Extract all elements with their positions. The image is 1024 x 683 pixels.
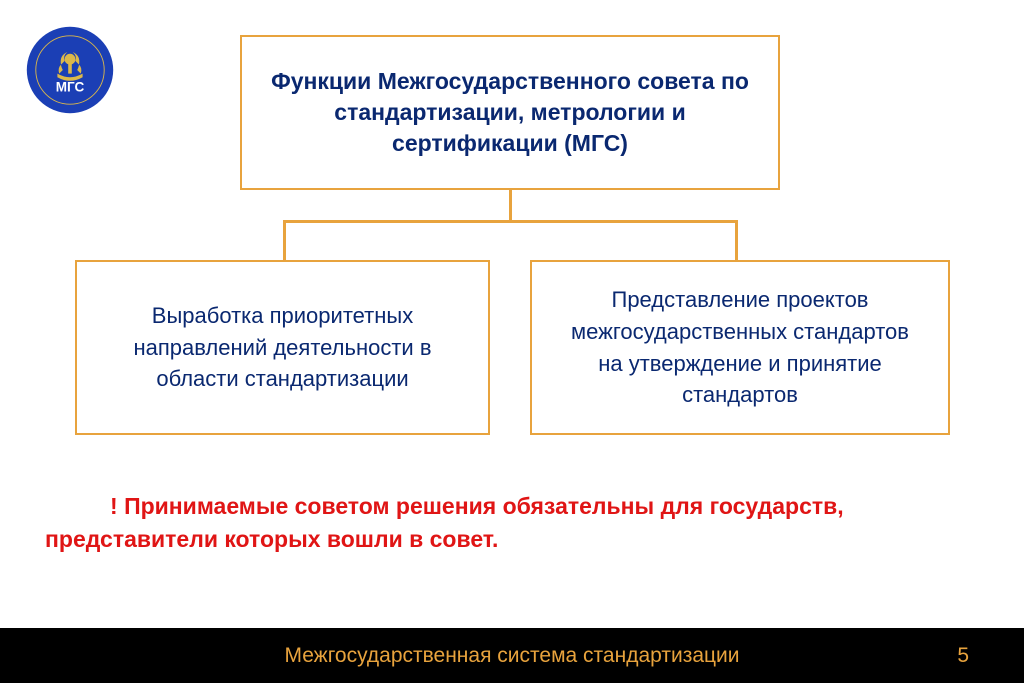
footer-bar: Межгосударственная система стандартизаци…: [0, 628, 1024, 683]
diagram-top-box: Функции Межгосударственного совета по ст…: [240, 35, 780, 190]
note-line2: представители которых вошли в совет.: [45, 523, 984, 556]
logo-label: МГС: [56, 80, 85, 95]
connector-top-stem: [509, 190, 512, 220]
note-prefix: !: [110, 493, 118, 519]
note-text: ! Принимаемые советом решения обязательн…: [110, 490, 984, 557]
mgs-logo: МГС: [25, 25, 115, 115]
connector-right-stem: [735, 220, 738, 260]
connector-left-stem: [283, 220, 286, 260]
top-box-text: Функции Межгосударственного совета по ст…: [267, 66, 753, 159]
diagram-child-left: Выработка приоритетных направлений деяте…: [75, 260, 490, 435]
footer-title: Межгосударственная система стандартизаци…: [284, 644, 739, 668]
page-number: 5: [957, 644, 969, 668]
connector-horizontal: [283, 220, 738, 223]
diagram-child-right: Представление проектов межгосударственны…: [530, 260, 950, 435]
note-line1: Принимаемые советом решения обязательны …: [124, 493, 844, 519]
note-block: ! Принимаемые советом решения обязательн…: [40, 490, 984, 557]
child-left-text: Выработка приоритетных направлений деяте…: [102, 300, 463, 396]
child-right-text: Представление проектов межгосударственны…: [557, 284, 923, 412]
